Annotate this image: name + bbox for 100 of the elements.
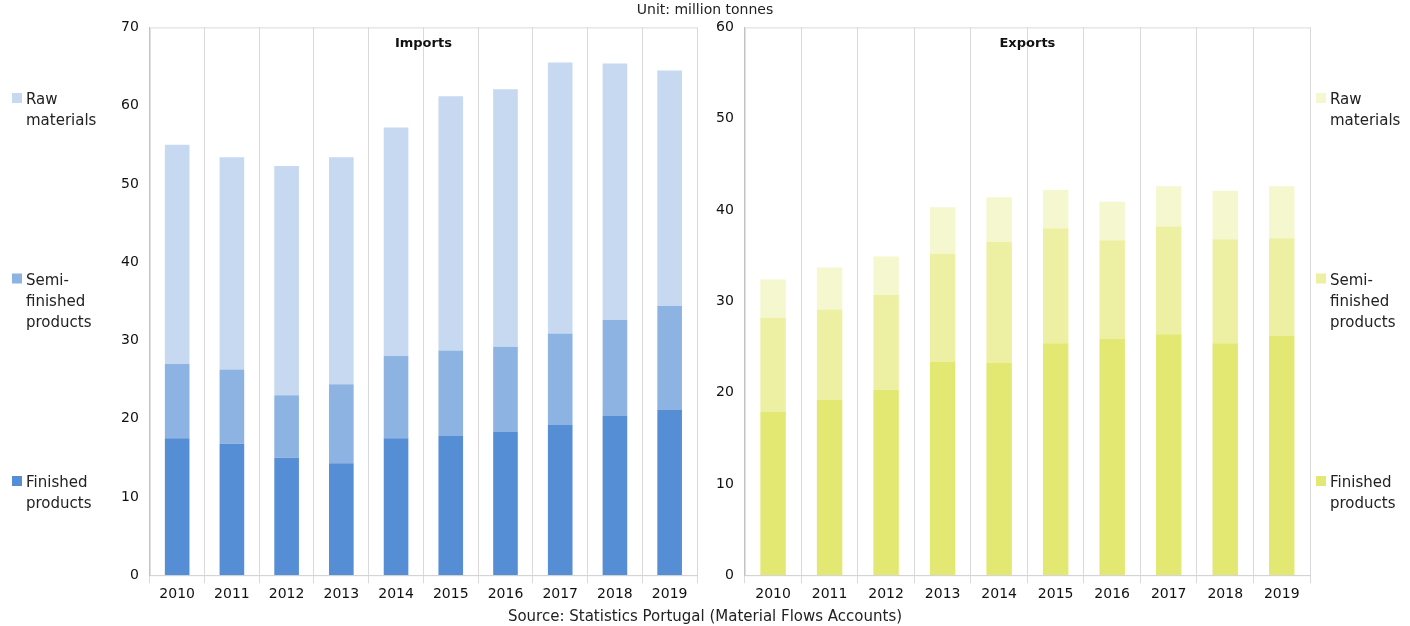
x-tick-label: 2011 [214, 585, 250, 602]
y-tick-label: 50 [120, 174, 139, 191]
bar [1155, 226, 1182, 335]
x-tick-label: 2018 [1207, 585, 1244, 602]
bar [657, 306, 682, 411]
bar [547, 62, 573, 334]
y-tick-label: 50 [715, 109, 734, 126]
bar [1269, 335, 1295, 576]
x-tick-label: 2010 [159, 585, 195, 602]
legend-label: Raw materials [26, 88, 98, 131]
bar [438, 96, 464, 351]
text: Exports [999, 35, 1056, 51]
y-tick-label: 20 [715, 383, 734, 400]
y-tick-label: 60 [715, 18, 734, 35]
x-tick-label: 2014 [981, 585, 1018, 602]
legend-label: Semi-finished products [26, 269, 93, 333]
x-tick-label: 2013 [924, 585, 961, 602]
x-tick-label: 2015 [1037, 585, 1074, 602]
y-tick-label: 20 [120, 409, 139, 426]
bar [760, 317, 786, 412]
bar [1042, 189, 1069, 229]
x-tick-label: 2017 [1150, 585, 1187, 602]
bar [760, 411, 786, 576]
bar [816, 267, 843, 310]
text: Imports [394, 35, 453, 51]
x-tick-label: 2011 [811, 585, 848, 602]
bar [274, 395, 299, 458]
legend-label: Finished products [1330, 472, 1397, 514]
bar [986, 197, 1012, 242]
bar [219, 443, 245, 576]
bar [1212, 190, 1238, 240]
bar [1269, 186, 1295, 239]
bar [602, 415, 628, 576]
x-tick-label: 2016 [1094, 585, 1131, 602]
bar [1155, 186, 1182, 227]
bar [929, 207, 956, 254]
legend-label: Semi-finished products [1330, 269, 1397, 333]
bar [493, 89, 518, 347]
bar [760, 279, 786, 318]
x-tick-label: 2014 [378, 585, 414, 602]
bar [602, 63, 628, 321]
bar [657, 70, 682, 306]
bar [383, 356, 409, 439]
bar [547, 333, 573, 425]
legend-label: Raw materials [1330, 88, 1402, 131]
bar [1212, 343, 1238, 576]
x-tick-label: 2015 [432, 585, 469, 602]
bar [1099, 201, 1125, 241]
bar [219, 369, 245, 444]
x-tick-label: 2018 [597, 585, 633, 602]
bar [986, 241, 1012, 363]
y-tick-label: 40 [715, 200, 734, 217]
y-tick-label: 30 [715, 291, 734, 308]
bar [929, 253, 956, 362]
y-tick-label: 10 [715, 474, 734, 491]
bar [329, 157, 354, 385]
bar [1212, 239, 1238, 344]
y-tick-label: 40 [120, 252, 139, 269]
x-tick-label: 2019 [1263, 585, 1300, 602]
bar [816, 399, 843, 576]
y-tick-label: 10 [120, 487, 139, 504]
chart-subtitle: Unit: million tonnes [635, 0, 775, 18]
bar [438, 350, 464, 436]
bar [873, 294, 899, 390]
bar [329, 384, 354, 464]
x-tick-label: 2013 [323, 585, 360, 602]
bar [986, 362, 1012, 576]
bar [816, 309, 843, 400]
bar [1155, 334, 1182, 576]
bar [438, 435, 464, 576]
bar [1042, 343, 1069, 576]
bar [164, 363, 190, 439]
bar [274, 165, 299, 396]
bar [602, 320, 628, 416]
x-tick-label: 2010 [755, 585, 791, 602]
bar [329, 463, 354, 576]
bar [383, 127, 409, 357]
x-tick-label: 2012 [868, 585, 904, 602]
bar [1042, 228, 1069, 344]
y-tick-label: 30 [120, 331, 139, 348]
bar [383, 438, 409, 576]
bar [1099, 240, 1125, 339]
bar [873, 389, 899, 576]
bar [493, 431, 518, 576]
bar [493, 346, 518, 432]
x-tick-label: 2019 [651, 585, 688, 602]
bar [657, 410, 682, 576]
bar [274, 457, 299, 576]
bar [164, 438, 190, 576]
y-tick-label: 0 [724, 565, 734, 582]
y-tick-label: 0 [129, 565, 139, 582]
bar [1269, 238, 1295, 336]
bar [873, 256, 899, 295]
source-note: Source: Statistics Portugal (Material Flows Accounts) [506, 606, 904, 626]
bar [164, 144, 190, 364]
y-tick-label: 60 [120, 96, 139, 113]
bar [547, 424, 573, 576]
x-tick-label: 2016 [487, 585, 524, 602]
bar [929, 361, 956, 576]
y-tick-label: 70 [120, 18, 139, 35]
